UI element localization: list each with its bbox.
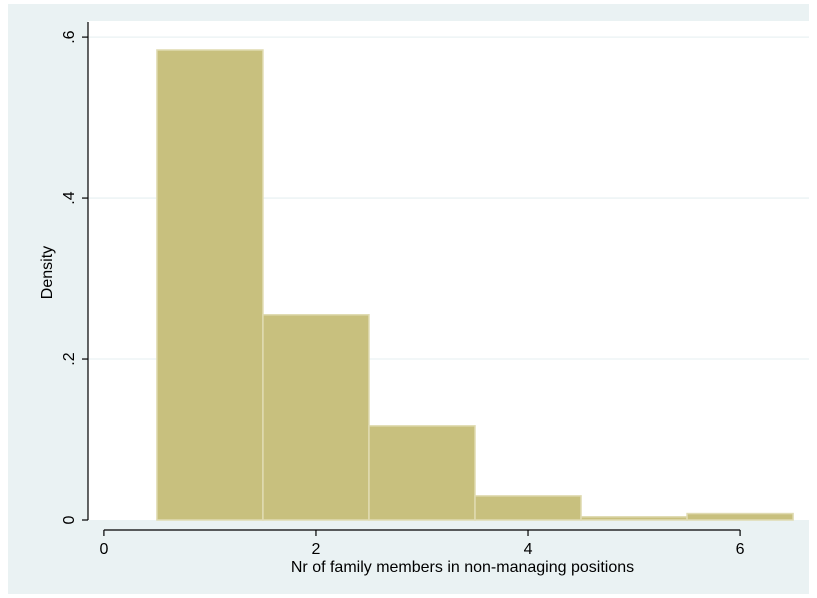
y-tick-label: 0 [61,515,78,524]
y-tick-label: .6 [61,30,78,43]
x-tick-label: 4 [524,541,533,558]
x-tick-label: 0 [99,541,108,558]
bars [156,49,794,521]
y-tick-label: .4 [61,191,78,204]
histogram-bar [262,314,370,521]
histogram-bar [156,49,264,521]
axes: 0 .2 .4 .6 0 2 4 6 [61,22,745,558]
x-tick-label: 6 [736,541,745,558]
histogram-bar [474,495,582,521]
x-tick-label: 2 [312,541,321,558]
histogram-bar [580,516,688,521]
y-tick-label: .2 [61,352,78,365]
histogram-bar [686,512,794,521]
x-axis-title: Nr of family members in non-managing pos… [291,559,634,576]
histogram-bar [368,425,476,521]
y-axis-title: Density [39,246,56,299]
